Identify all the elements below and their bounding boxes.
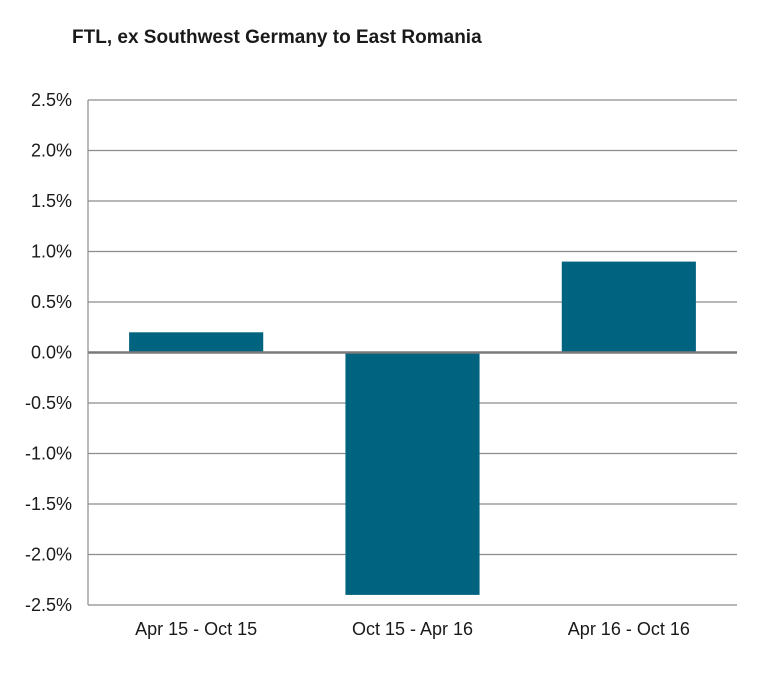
- y-tick-label: 1.5%: [31, 191, 72, 211]
- y-tick-label: 1.0%: [31, 242, 72, 262]
- y-axis-tick-labels: 2.5% 2.0% 1.5% 1.0% 0.5% 0.0% -0.5% -1.0% -1.5% -…: [25, 90, 72, 615]
- y-tick-label: -1.0%: [25, 444, 72, 464]
- x-category-label: Apr 16 - Oct 16: [568, 619, 690, 639]
- y-tick-label: 2.0%: [31, 141, 72, 161]
- chart-title: FTL, ex Southwest Germany to East Romani…: [72, 27, 482, 48]
- x-category-label: Apr 15 - Oct 15: [135, 619, 257, 639]
- y-tick-label: -0.5%: [25, 393, 72, 413]
- y-tick-label: -2.5%: [25, 595, 72, 615]
- bars: [129, 261, 696, 595]
- bar: [129, 332, 264, 353]
- y-tick-label: -2.0%: [25, 545, 72, 565]
- y-tick-label: 0.5%: [31, 292, 72, 312]
- x-category-label: Oct 15 - Apr 16: [352, 619, 473, 639]
- y-tick-label: 2.5%: [31, 90, 72, 110]
- bar: [561, 261, 696, 353]
- x-axis-category-labels: Apr 15 - Oct 15 Oct 15 - Apr 16 Apr 16 - O…: [135, 619, 690, 639]
- y-tick-label: -1.5%: [25, 494, 72, 514]
- y-tick-label: 0.0%: [31, 343, 72, 363]
- bar: [345, 352, 480, 595]
- axes: [87, 100, 737, 605]
